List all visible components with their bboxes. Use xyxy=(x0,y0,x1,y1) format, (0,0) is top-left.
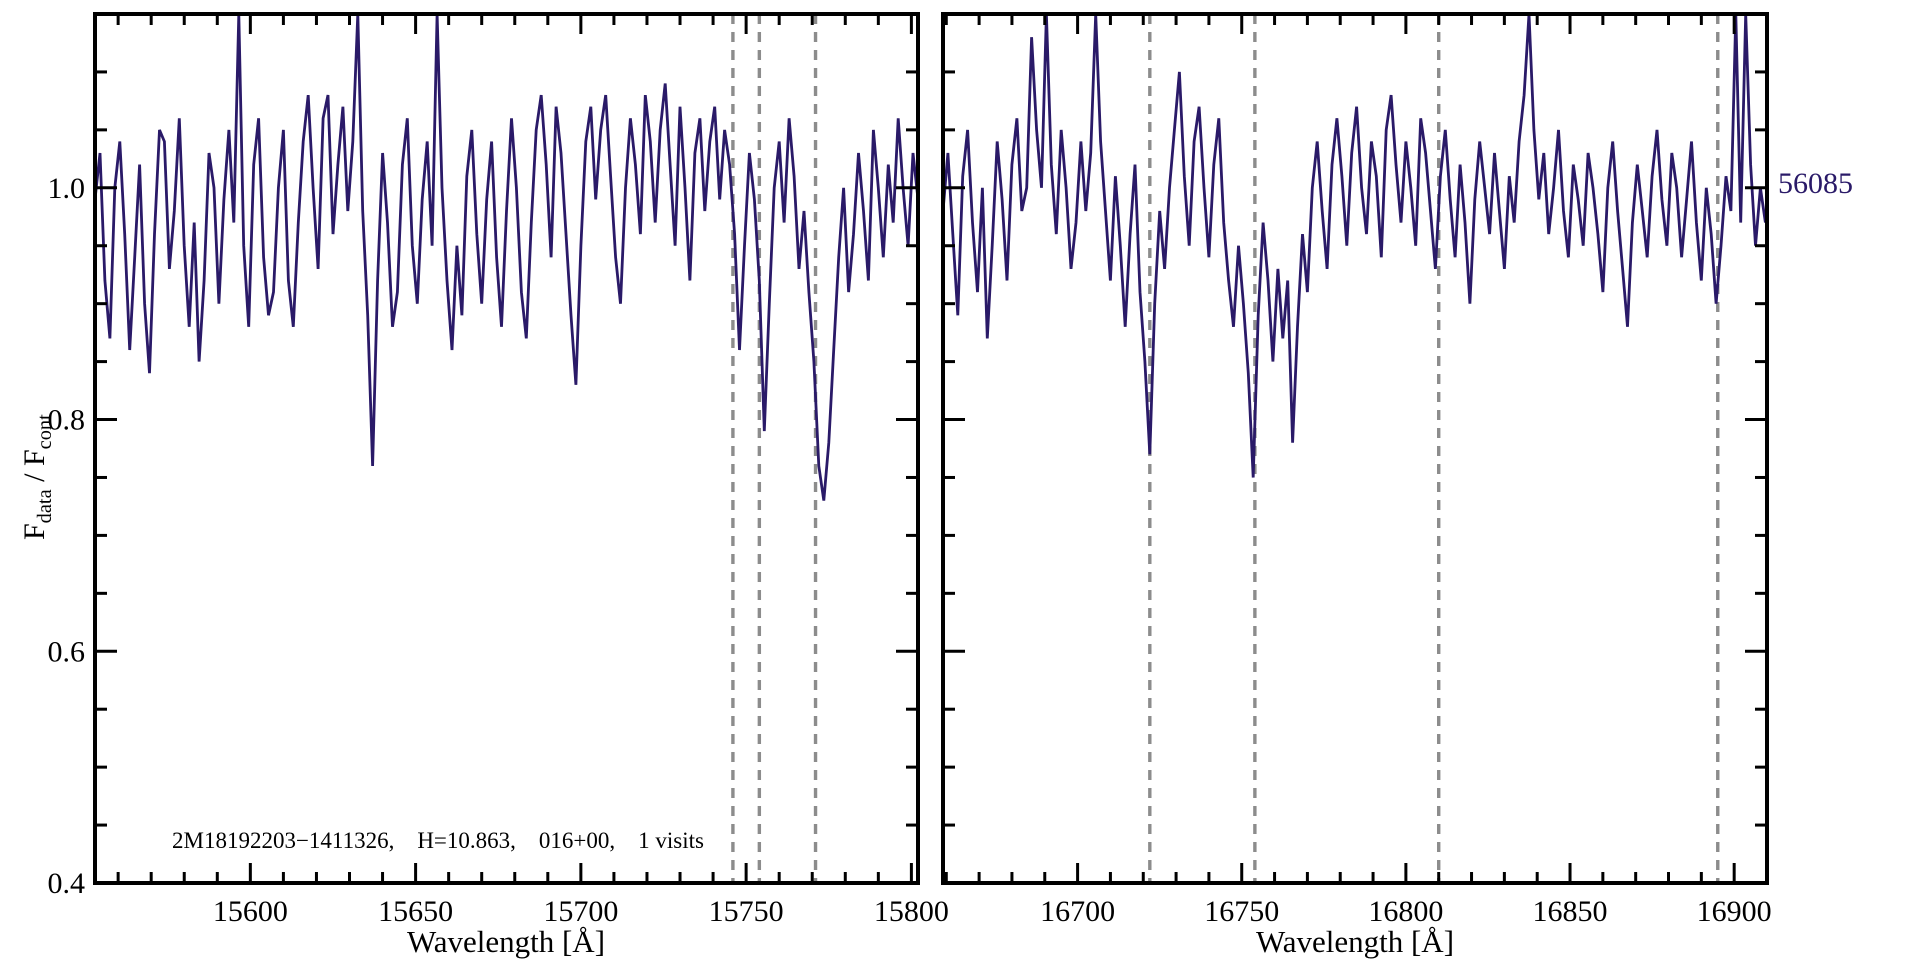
x-tick-label-15700: 15700 xyxy=(543,895,618,928)
x-tick-label-15600: 15600 xyxy=(213,895,288,928)
axis-ticks xyxy=(95,12,1769,885)
x-tick-label-16750: 16750 xyxy=(1204,895,1279,928)
x-tick-label-16800: 16800 xyxy=(1368,895,1443,928)
spectrum-traces xyxy=(93,13,1767,501)
spectrum-trace-red-chip-window xyxy=(941,13,1767,478)
x-axis-label-right-panel: Wavelength [Å] xyxy=(1255,924,1455,959)
x-tick-label-15650: 15650 xyxy=(378,895,453,928)
y-tick-label-1: 1.0 xyxy=(48,172,86,205)
x-tick-label-16700: 16700 xyxy=(1040,895,1115,928)
x-tick-label-16900: 16900 xyxy=(1697,895,1772,928)
y-axis-label: Fdata / Fcont xyxy=(18,414,57,540)
dashed-line-markers xyxy=(731,14,1720,883)
x-tick-label-15800: 15800 xyxy=(874,895,949,928)
axis-tick-labels: 15600 15650 15700 15750 15800 0.4 0.6 0.8 1.0 167… xyxy=(48,172,1772,928)
panel-frames xyxy=(93,12,1769,885)
y-label-sub-data: data xyxy=(34,489,56,524)
y-label-mid: / F xyxy=(18,449,51,490)
mjd-visit-label: 56085 xyxy=(1778,167,1853,200)
x-axis-label-left-panel: Wavelength [Å] xyxy=(406,924,606,959)
x-tick-label-16850: 16850 xyxy=(1533,895,1608,928)
y-tick-label-0.8: 0.8 xyxy=(48,404,86,437)
frame-blue-chip-window xyxy=(93,12,920,885)
y-label-f: F xyxy=(18,523,51,540)
frame-red-chip-window xyxy=(941,12,1769,885)
y-tick-label-0.6: 0.6 xyxy=(48,635,86,668)
y-label-sub-cont: cont xyxy=(34,414,56,450)
x-tick-label-15750: 15750 xyxy=(709,895,784,928)
target-annotation: 2M18192203−1411326, H=10.863, 016+00, 1 … xyxy=(172,828,704,853)
spectrum-trace-blue-chip-window xyxy=(93,13,920,501)
y-tick-label-0.4: 0.4 xyxy=(48,867,86,900)
